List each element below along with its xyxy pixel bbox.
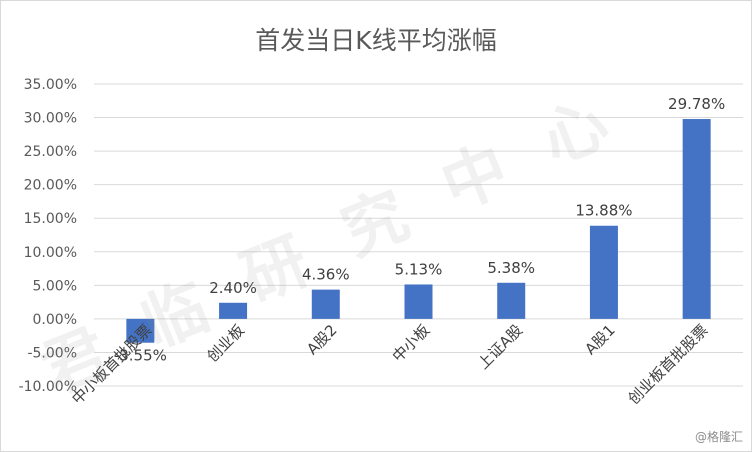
- bars: [126, 119, 711, 343]
- y-tick-label: 5.00%: [33, 278, 77, 294]
- data-label: 5.13%: [395, 260, 443, 278]
- bar: [126, 318, 155, 343]
- category-label: 创业板首批股票: [624, 321, 711, 408]
- bar: [497, 282, 526, 319]
- data-labels: -3.55% 2.40% 4.36% 5.13% 5.38% 13.88% 29.78%: [114, 95, 725, 365]
- category-label: 上证A股: [474, 321, 526, 373]
- data-label: 29.78%: [668, 95, 725, 113]
- data-label: 5.38%: [487, 259, 535, 277]
- y-tick-label: 35.00%: [24, 77, 77, 93]
- y-tick-label: 30.00%: [24, 111, 77, 127]
- y-tick-label: -10.00%: [19, 379, 77, 395]
- y-tick-label: 15.00%: [24, 211, 77, 227]
- category-label: 创业板: [203, 321, 248, 366]
- bar: [682, 119, 711, 319]
- bar: [219, 302, 248, 319]
- bar: [589, 225, 618, 319]
- data-label: 13.88%: [575, 202, 632, 220]
- y-axis-ticks: 35.00% 30.00% 25.00% 20.00% 15.00% 10.00% 5.00…: [19, 77, 77, 395]
- y-tick-label: 10.00%: [24, 245, 77, 261]
- bar: [311, 289, 340, 319]
- category-label: 中小板: [389, 321, 434, 366]
- data-label: 4.36%: [302, 266, 350, 284]
- chart-title: 首发当日K线平均涨幅: [255, 26, 497, 55]
- bar: [404, 284, 433, 319]
- y-tick-label: -5.00%: [27, 345, 77, 361]
- y-tick-label: 25.00%: [24, 144, 77, 160]
- y-tick-label: 0.00%: [33, 312, 77, 328]
- data-label: 2.40%: [209, 279, 257, 297]
- data-label: -3.55%: [114, 347, 167, 365]
- source-credit: @格隆汇: [694, 430, 743, 444]
- y-tick-label: 20.00%: [24, 178, 77, 194]
- gridlines: [94, 83, 743, 387]
